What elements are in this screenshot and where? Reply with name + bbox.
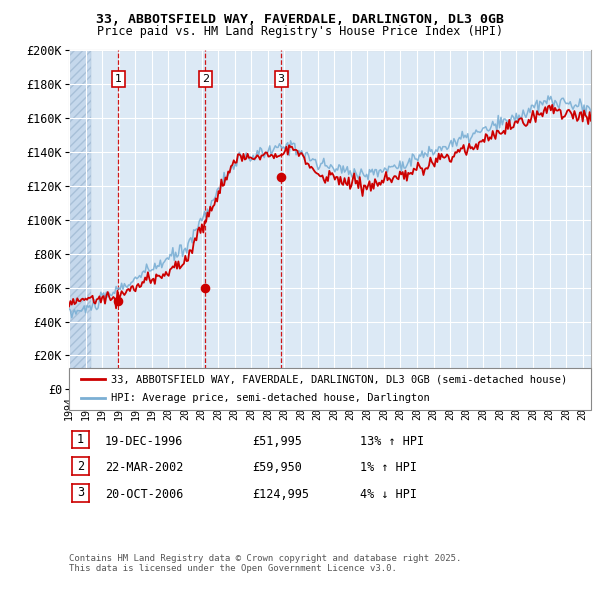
Text: 22-MAR-2002: 22-MAR-2002: [105, 461, 184, 474]
Text: 3: 3: [278, 74, 284, 84]
Text: £124,995: £124,995: [252, 488, 309, 501]
Text: 2: 2: [202, 74, 209, 84]
Text: Price paid vs. HM Land Registry's House Price Index (HPI): Price paid vs. HM Land Registry's House …: [97, 25, 503, 38]
Text: £59,950: £59,950: [252, 461, 302, 474]
Text: 4% ↓ HPI: 4% ↓ HPI: [360, 488, 417, 501]
Text: 33, ABBOTSFIELD WAY, FAVERDALE, DARLINGTON, DL3 0GB (semi-detached house): 33, ABBOTSFIELD WAY, FAVERDALE, DARLINGT…: [111, 375, 567, 385]
Text: 3: 3: [77, 486, 84, 499]
Text: £51,995: £51,995: [252, 435, 302, 448]
Text: 33, ABBOTSFIELD WAY, FAVERDALE, DARLINGTON, DL3 0GB: 33, ABBOTSFIELD WAY, FAVERDALE, DARLINGT…: [96, 13, 504, 26]
Text: HPI: Average price, semi-detached house, Darlington: HPI: Average price, semi-detached house,…: [111, 393, 430, 403]
Text: 2: 2: [77, 460, 84, 473]
Bar: [69, 50, 91, 389]
Text: Contains HM Land Registry data © Crown copyright and database right 2025.
This d: Contains HM Land Registry data © Crown c…: [69, 554, 461, 573]
Text: 19-DEC-1996: 19-DEC-1996: [105, 435, 184, 448]
Text: 13% ↑ HPI: 13% ↑ HPI: [360, 435, 424, 448]
Text: 1: 1: [115, 74, 122, 84]
Text: 1: 1: [77, 433, 84, 446]
Text: 20-OCT-2006: 20-OCT-2006: [105, 488, 184, 501]
Text: 1% ↑ HPI: 1% ↑ HPI: [360, 461, 417, 474]
Point: [200, 283, 210, 293]
Point: [113, 297, 123, 306]
Point: [277, 173, 286, 182]
